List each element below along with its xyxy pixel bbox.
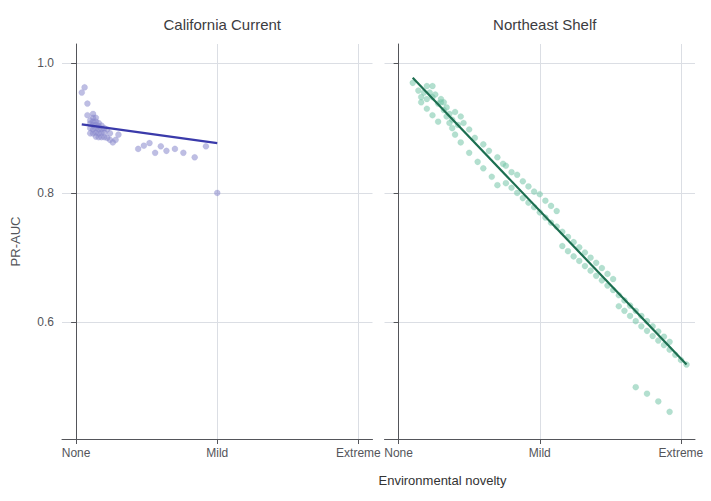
svg-text:0.8: 0.8 bbox=[37, 186, 54, 200]
svg-text:None: None bbox=[62, 446, 91, 460]
svg-text:None: None bbox=[384, 446, 413, 460]
svg-text:Environmental novelty: Environmental novelty bbox=[378, 473, 506, 488]
svg-text:Extreme: Extreme bbox=[659, 446, 704, 460]
svg-text:PR-AUC: PR-AUC bbox=[8, 217, 23, 267]
svg-text:Extreme: Extreme bbox=[336, 446, 381, 460]
svg-text:California Current: California Current bbox=[163, 16, 281, 33]
svg-text:Northeast Shelf: Northeast Shelf bbox=[493, 16, 597, 33]
svg-text:1.0: 1.0 bbox=[37, 56, 54, 70]
svg-text:0.6: 0.6 bbox=[37, 315, 54, 329]
svg-text:Mild: Mild bbox=[206, 446, 228, 460]
svg-text:Mild: Mild bbox=[529, 446, 551, 460]
